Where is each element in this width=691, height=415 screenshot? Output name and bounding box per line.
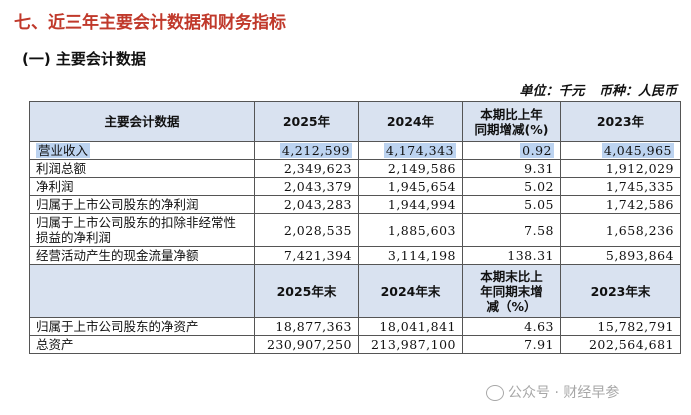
header-2025: 2025年 xyxy=(254,101,359,142)
row-label: 归属于上市公司股东的净利润 xyxy=(29,195,255,214)
table-row: 归属于上市公司股东的净利润 2,043,283 1,944,994 5.05 1… xyxy=(29,195,681,214)
wechat-icon xyxy=(486,385,504,401)
table-row: 利润总额 2,349,623 2,149,586 9.31 1,912,029 xyxy=(29,159,681,178)
row-label: 归属于上市公司股东的净资产 xyxy=(29,317,255,336)
table-row: 营业收入 4,212,599 4,174,343 0.92 4,045,965 xyxy=(29,141,681,160)
currency-label: 币种：人民币 xyxy=(598,84,677,99)
cell-2023: 1,912,029 xyxy=(560,159,681,178)
cell-change: 5.02 xyxy=(462,177,561,196)
header-change-line2: 同期增减(%) xyxy=(474,121,549,137)
cell-2023: 1,745,335 xyxy=(560,177,681,196)
header-change-line1: 本期比上年 xyxy=(480,106,543,122)
row-label: 总资产 xyxy=(29,335,255,354)
cell-2025: 2,043,283 xyxy=(254,195,359,214)
cell-change: 5.05 xyxy=(462,195,561,214)
cell-2025: 7,421,394 xyxy=(254,246,359,265)
cell-change: 7.91 xyxy=(462,335,561,354)
cell-2024: 1,944,994 xyxy=(358,195,463,214)
financial-data-table: 主要会计数据 2025年 2024年 本期比上年 同期增减(%) 2023年 营… xyxy=(29,101,681,354)
cell-2024: 213,987,100 xyxy=(358,335,463,354)
unit-label: 单位：千元 xyxy=(519,84,585,99)
table-row: 归属于上市公司股东的净资产 18,877,363 18,041,841 4.63… xyxy=(29,317,681,336)
section-title: 七、近三年主要会计数据和财务指标 xyxy=(14,13,286,33)
subheader-2023-end: 2023年末 xyxy=(560,264,681,318)
cell-2025: 4,212,599 xyxy=(254,141,359,160)
cell-change: 138.31 xyxy=(462,246,561,265)
row-label: 归属于上市公司股东的扣除非经常性损益的净利润 xyxy=(29,213,255,247)
cell-2023: 1,742,586 xyxy=(560,195,681,214)
subheader-2024-end: 2024年末 xyxy=(358,264,463,318)
subheader-change: 本期末比上 年同期末增 减（%） xyxy=(462,264,561,318)
cell-2023: 1,658,236 xyxy=(560,213,681,247)
cell-change: 4.63 xyxy=(462,317,561,336)
cell-2025: 230,907,250 xyxy=(254,335,359,354)
cell-2023: 5,893,864 xyxy=(560,246,681,265)
table-header-row: 主要会计数据 2025年 2024年 本期比上年 同期增减(%) 2023年 xyxy=(29,101,681,142)
cell-2024: 4,174,343 xyxy=(358,141,463,160)
header-change: 本期比上年 同期增减(%) xyxy=(462,101,561,142)
subheader-blank xyxy=(29,264,255,318)
table-row: 净利润 2,043,379 1,945,654 5.02 1,745,335 xyxy=(29,177,681,196)
sub-title: (一) 主要会计数据 xyxy=(22,50,146,68)
cell-2025: 2,028,535 xyxy=(254,213,359,247)
cell-2025: 2,043,379 xyxy=(254,177,359,196)
header-main-data: 主要会计数据 xyxy=(29,101,255,142)
cell-2023: 202,564,681 xyxy=(560,335,681,354)
subheader-change-line2: 年同期末增 xyxy=(480,283,543,299)
cell-2024: 1,945,654 xyxy=(358,177,463,196)
subheader-change-line1: 本期末比上 xyxy=(480,268,543,284)
watermark: 公众号 · 财经早参 xyxy=(486,382,619,402)
row-label: 经营活动产生的现金流量净额 xyxy=(29,246,255,265)
cell-2025: 2,349,623 xyxy=(254,159,359,178)
cell-2024: 3,114,198 xyxy=(358,246,463,265)
table-row: 归属于上市公司股东的扣除非经常性损益的净利润 2,028,535 1,885,6… xyxy=(29,213,681,247)
table-row: 总资产 230,907,250 213,987,100 7.91 202,564… xyxy=(29,335,681,354)
cell-2023: 4,045,965 xyxy=(560,141,681,160)
subheader-2025-end: 2025年末 xyxy=(254,264,359,318)
table-row: 经营活动产生的现金流量净额 7,421,394 3,114,198 138.31… xyxy=(29,246,681,265)
unit-line: 单位：千元 币种：人民币 xyxy=(509,80,677,99)
header-2024: 2024年 xyxy=(358,101,463,142)
watermark-text: 公众号 · 财经早参 xyxy=(508,385,620,401)
cell-2024: 2,149,586 xyxy=(358,159,463,178)
row-label: 利润总额 xyxy=(29,159,255,178)
cell-change: 7.58 xyxy=(462,213,561,247)
row-label: 营业收入 xyxy=(29,141,255,160)
cell-2023: 15,782,791 xyxy=(560,317,681,336)
header-2023: 2023年 xyxy=(560,101,681,142)
cell-2025: 18,877,363 xyxy=(254,317,359,336)
row-label: 净利润 xyxy=(29,177,255,196)
cell-change: 9.31 xyxy=(462,159,561,178)
subheader-change-line3: 减（%） xyxy=(486,298,537,314)
cell-change: 0.92 xyxy=(462,141,561,160)
cell-2024: 18,041,841 xyxy=(358,317,463,336)
table-subheader-row: 2025年末 2024年末 本期末比上 年同期末增 减（%） 2023年末 xyxy=(29,264,681,318)
cell-2024: 1,885,603 xyxy=(358,213,463,247)
